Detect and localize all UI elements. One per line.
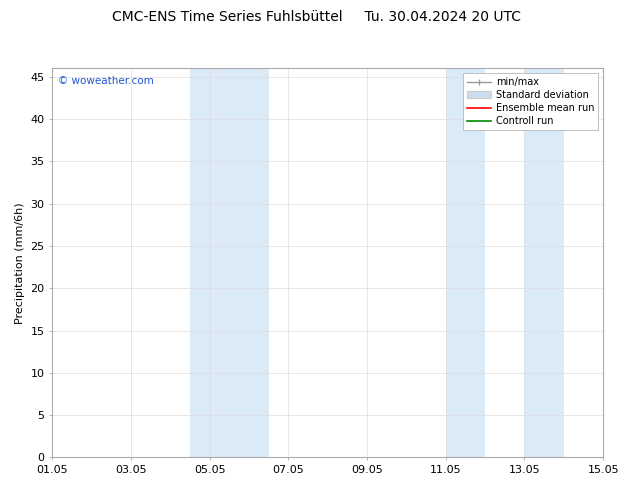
Bar xyxy=(190,69,230,457)
Bar xyxy=(230,69,269,457)
Legend: min/max, Standard deviation, Ensemble mean run, Controll run: min/max, Standard deviation, Ensemble me… xyxy=(463,74,598,130)
Bar xyxy=(446,69,485,457)
Text: © woweather.com: © woweather.com xyxy=(58,76,153,86)
Text: CMC-ENS Time Series Fuhlsbüttel     Tu. 30.04.2024 20 UTC: CMC-ENS Time Series Fuhlsbüttel Tu. 30.0… xyxy=(112,10,522,24)
Y-axis label: Precipitation (mm/6h): Precipitation (mm/6h) xyxy=(15,202,25,324)
Bar xyxy=(524,69,564,457)
